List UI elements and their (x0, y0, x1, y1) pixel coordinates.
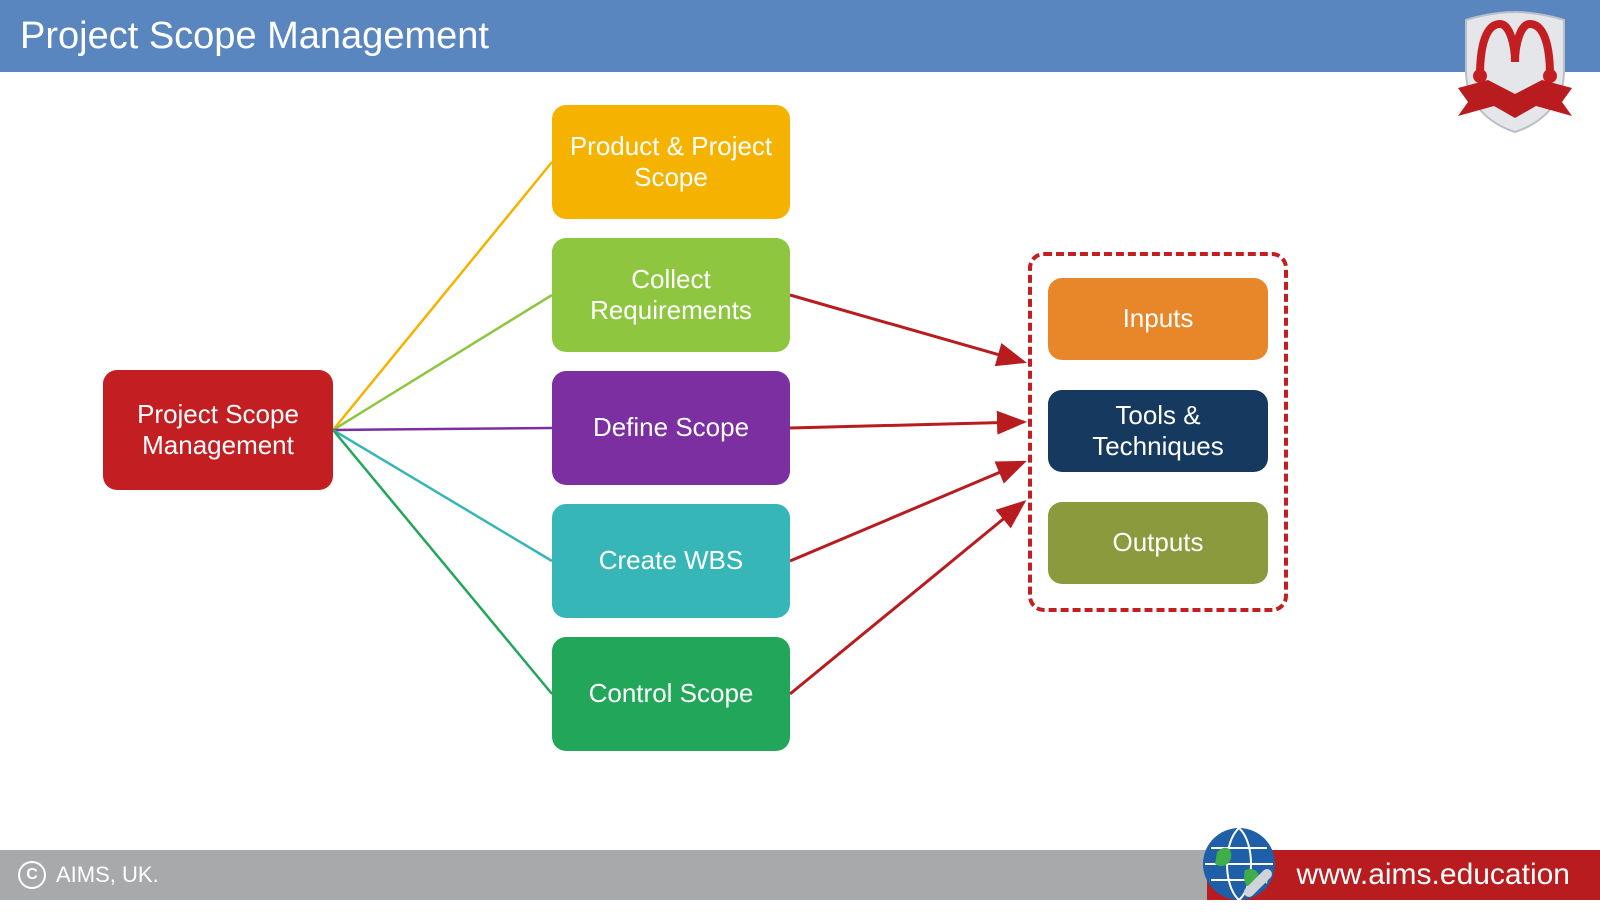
process-node-create-wbs: Create WBS (552, 504, 790, 618)
footer-bar: C AIMS, UK. www.aims.education (0, 850, 1600, 900)
footer-org-text: AIMS, UK. (56, 862, 159, 888)
process-node-collect-requirements: Collect Requirements (552, 238, 790, 352)
process-node-product-project-scope: Product & Project Scope (552, 105, 790, 219)
output-node-inputs: Inputs (1048, 278, 1268, 360)
diagram-canvas: Project Scope Management Product & Proje… (0, 72, 1600, 832)
globe-icon (1197, 822, 1281, 906)
output-node-tools-techniques: Tools & Techniques (1048, 390, 1268, 472)
footer-left: C AIMS, UK. (0, 850, 1207, 900)
process-node-label: Create WBS (599, 545, 744, 576)
process-node-label: Control Scope (589, 678, 754, 709)
process-node-define-scope: Define Scope (552, 371, 790, 485)
output-node-label: Tools & Techniques (1062, 400, 1254, 462)
output-node-label: Inputs (1123, 303, 1194, 334)
footer-url: www.aims.education (1297, 858, 1570, 892)
process-node-label: Collect Requirements (566, 264, 776, 326)
root-node: Project Scope Management (103, 370, 333, 490)
root-node-label: Project Scope Management (117, 399, 319, 461)
process-node-label: Define Scope (593, 412, 749, 443)
page-title-bar: Project Scope Management (0, 0, 1600, 72)
output-node-label: Outputs (1112, 527, 1203, 558)
page-title: Project Scope Management (20, 15, 489, 58)
process-node-label: Product & Project Scope (566, 131, 776, 193)
process-node-control-scope: Control Scope (552, 637, 790, 751)
output-node-outputs: Outputs (1048, 502, 1268, 584)
footer-right: www.aims.education (1207, 850, 1600, 900)
copyright-icon: C (18, 861, 46, 889)
